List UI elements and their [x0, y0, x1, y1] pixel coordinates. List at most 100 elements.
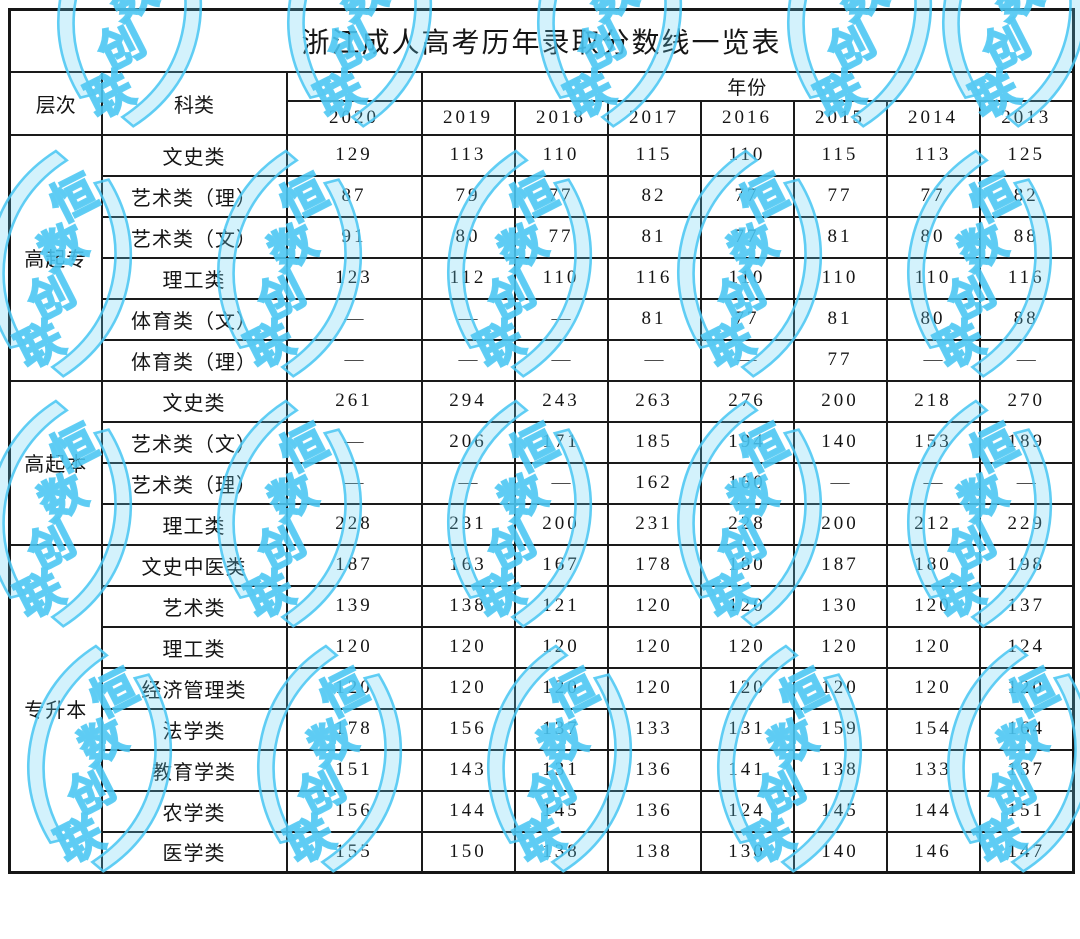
- score-cell: 139: [285, 584, 423, 628]
- table-row: 理工类 228 231 200 231 228 200 212 229: [10, 502, 1075, 546]
- score-cell: 185: [606, 420, 702, 464]
- score-cell: 189: [978, 420, 1075, 464]
- title-row: 浙江成人高考历年录取分数线一览表: [8, 8, 1075, 73]
- score-cell: 138: [513, 830, 609, 874]
- score-cell: 120: [513, 666, 609, 710]
- table-row: 高起专 文史类 129 113 110 115 110 115 113 125: [8, 133, 1075, 382]
- score-cell: 167: [513, 543, 609, 587]
- score-cell: 137: [513, 707, 609, 751]
- score-cell: 218: [885, 379, 981, 423]
- score-cell: 88: [978, 215, 1075, 259]
- category-cell: 经济管理类: [100, 666, 288, 710]
- table-row: 体育类（理） — — — — —77— —: [10, 338, 1075, 382]
- score-cell: —: [885, 338, 981, 382]
- category-cell: 法学类: [100, 707, 288, 751]
- score-cell: 80: [420, 215, 516, 259]
- score-cell: 140: [792, 420, 888, 464]
- score-cell: 136: [606, 789, 702, 833]
- score-cell: 228: [285, 502, 423, 546]
- header-row-years: 2020 2019 2018 2017 2016 2015 2014 2013: [10, 99, 1075, 136]
- score-cell: 137: [978, 584, 1075, 628]
- table-row: 经济管理类 120 120 120 120 120 120 120 120: [10, 666, 1075, 710]
- year-header-cell: 2017: [606, 99, 702, 136]
- score-cell: 110: [885, 256, 981, 300]
- score-cell: 124: [978, 625, 1075, 669]
- score-cell: —: [606, 338, 702, 382]
- category-cell: 艺术类（理）: [100, 174, 288, 218]
- score-cell: 229: [978, 502, 1075, 546]
- score-cell: —: [420, 297, 516, 341]
- score-cell: 145: [513, 789, 609, 833]
- score-cell: 171: [513, 420, 609, 464]
- score-cell: 178: [285, 707, 423, 751]
- score-cell: —: [513, 338, 609, 382]
- score-cell: 138: [606, 830, 702, 874]
- header-category: 科类: [100, 70, 288, 136]
- score-cell: —: [285, 420, 423, 464]
- score-cell: 200: [792, 502, 888, 546]
- score-cell: 124: [699, 789, 795, 833]
- score-cell: 110: [792, 256, 888, 300]
- score-cell: 115: [606, 133, 702, 177]
- header-blank-cell: [285, 70, 423, 102]
- category-cell: 理工类: [100, 502, 288, 546]
- score-cell: 156: [285, 789, 423, 833]
- year-header-cell: 2020: [285, 99, 423, 136]
- score-cell: 156: [420, 707, 516, 751]
- category-cell: 文史类: [100, 133, 288, 177]
- score-cell: 123: [285, 256, 423, 300]
- table-row: 艺术类（理） — — —162 160— — —: [10, 461, 1075, 505]
- score-cell: —: [513, 461, 609, 505]
- score-cell: 125: [978, 133, 1075, 177]
- category-cell: 理工类: [100, 625, 288, 669]
- score-cell: 115: [792, 133, 888, 177]
- header-year-group: 年份: [420, 70, 1075, 102]
- score-cell: 200: [513, 502, 609, 546]
- score-cell: 146: [885, 830, 981, 874]
- score-cell: 163: [420, 543, 516, 587]
- score-cell: 131: [513, 748, 609, 792]
- score-cell: 159: [792, 707, 888, 751]
- category-cell: 艺术类（文）: [100, 420, 288, 464]
- score-cell: 81: [792, 215, 888, 259]
- score-cell: 77: [699, 215, 795, 259]
- score-cell: 79: [420, 174, 516, 218]
- score-cell: 143: [420, 748, 516, 792]
- page-title: 浙江成人高考历年录取分数线一览表: [8, 8, 1075, 73]
- score-cell: —: [285, 338, 423, 382]
- level-cell: 高起本: [8, 379, 103, 546]
- category-cell: 农学类: [100, 789, 288, 833]
- score-cell: 120: [885, 666, 981, 710]
- score-cell: 120: [792, 625, 888, 669]
- category-cell: 文史中医类: [100, 543, 288, 587]
- score-cell: 82: [606, 174, 702, 218]
- score-cell: 120: [699, 584, 795, 628]
- score-cell: 180: [699, 543, 795, 587]
- score-cell: 151: [285, 748, 423, 792]
- table-row: 农学类 156 144 145 136 124 145 144 151: [10, 789, 1075, 833]
- score-cell: 147: [978, 830, 1075, 874]
- score-cell: 120: [606, 625, 702, 669]
- score-cell: 113: [420, 133, 516, 177]
- level-cell: 专升本: [8, 543, 103, 874]
- score-cell: 130: [792, 584, 888, 628]
- year-header-cell: 2015: [792, 99, 888, 136]
- category-cell: 体育类（理）: [100, 338, 288, 382]
- score-cell: 140: [792, 830, 888, 874]
- table-row: 医学类 155 150 138 138 130 140 146 147: [10, 830, 1075, 874]
- year-header-cell: 2019: [420, 99, 516, 136]
- score-cell: 145: [792, 789, 888, 833]
- score-cell: 137: [978, 748, 1075, 792]
- table-row: 理工类 123 112 110 116 110 110 110 116: [10, 256, 1075, 300]
- table-row: 理工类 120 120 120 120 120 120 120 124: [10, 625, 1075, 669]
- score-cell: 80: [885, 297, 981, 341]
- score-cell: 138: [420, 584, 516, 628]
- category-cell: 医学类: [100, 830, 288, 874]
- score-cell: 200: [792, 379, 888, 423]
- score-cell: 228: [699, 502, 795, 546]
- score-cell: 231: [606, 502, 702, 546]
- score-cell: 121: [513, 584, 609, 628]
- score-cell: 130: [699, 830, 795, 874]
- score-cell: 77: [699, 297, 795, 341]
- score-cell: 276: [699, 379, 795, 423]
